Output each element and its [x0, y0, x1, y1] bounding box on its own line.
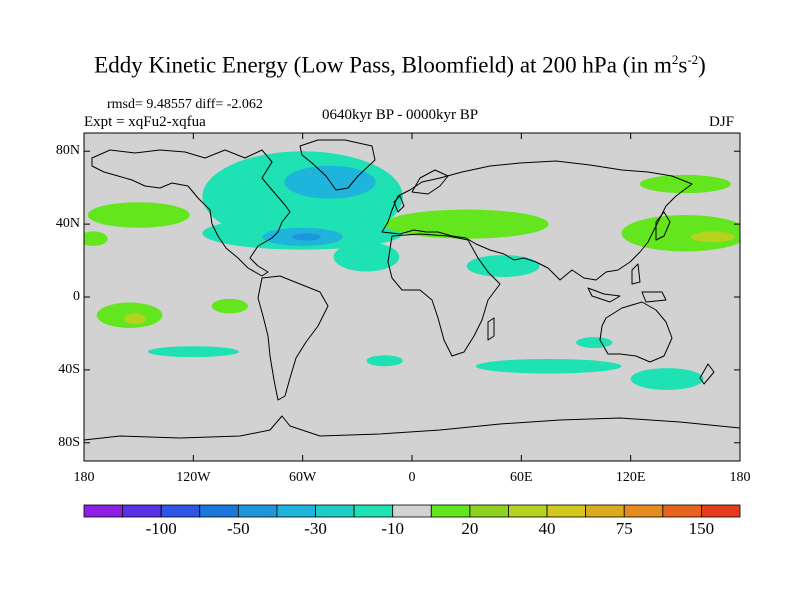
- colorbar-box: [701, 504, 741, 518]
- colorbar-box: [392, 504, 432, 518]
- lon-tick-label: 60W: [289, 470, 317, 485]
- lat-tick-label: 40S: [58, 361, 80, 377]
- lon-tick-label: 180: [73, 470, 95, 485]
- anomaly-mid-atlantic-lobe: [333, 242, 400, 272]
- colorbar-box: [353, 504, 394, 518]
- anomaly-arabia-negative: [466, 255, 540, 277]
- colorbar-box: [276, 504, 316, 518]
- colorbar-box: [315, 504, 355, 518]
- lat-tick-label: 80S: [58, 434, 80, 450]
- lon-tick-label: 120E: [615, 470, 646, 485]
- anomaly-south-atlantic-negative: [366, 355, 403, 367]
- period-label: 0640kyr BP - 0000kyr BP: [322, 107, 479, 123]
- anomaly-sw-pacific-negative: [147, 346, 239, 358]
- lat-tick-label: 40N: [55, 216, 80, 232]
- anomaly-europe-positive: [384, 209, 549, 239]
- colorbar-box: [469, 504, 509, 518]
- anomaly-indian-ocean-negative: [576, 337, 613, 349]
- coastlines: [84, 139, 740, 441]
- anomaly-layer: [84, 151, 740, 390]
- anomaly-nw-pacific-positive: [621, 215, 740, 252]
- anomaly-ne-pacific-positive: [87, 202, 190, 228]
- colorbar-label: -30: [304, 519, 327, 538]
- colorbar-label: 75: [615, 519, 633, 538]
- lon-tick-label: 60E: [510, 470, 533, 485]
- colorbar: [83, 504, 741, 518]
- anomaly-us-jet-center: [291, 233, 321, 241]
- lon-tick-label: 180: [729, 470, 751, 485]
- colorbar-box: [430, 504, 471, 518]
- colorbar-label: -50: [227, 519, 250, 538]
- colorbar-label: 150: [688, 519, 715, 538]
- colorbar-label: -10: [381, 519, 405, 538]
- colorbar-box: [623, 504, 664, 518]
- anomaly-australia-negative: [630, 368, 704, 390]
- lat-tick-label: 0: [73, 289, 80, 304]
- lon-tick-label: 120W: [176, 470, 211, 485]
- colorbar-box: [237, 504, 278, 518]
- axis-ticks: [83, 133, 741, 461]
- lon-tick-label: 0: [408, 470, 416, 485]
- colorbar-box: [662, 504, 702, 518]
- colorbar-box: [585, 504, 625, 518]
- colorbar-label: -100: [145, 519, 177, 538]
- anomaly-dateline-east-positive: [84, 231, 108, 246]
- stats-label: rmsd= 9.48557 diff= -2.062: [107, 97, 263, 112]
- season-label: DJF: [709, 114, 735, 130]
- anomaly-tropical-pacific-core: [124, 313, 146, 325]
- anomaly-nw-pacific-core: [690, 231, 735, 243]
- colorbar-box: [83, 504, 123, 518]
- anomaly-south-indian-negative: [475, 358, 622, 374]
- colorbar-label: 20: [461, 519, 479, 538]
- map-background: [84, 133, 740, 461]
- lat-tick-label: 80N: [55, 143, 80, 159]
- colorbar-box: [508, 504, 548, 518]
- colorbar-label: 40: [538, 519, 556, 538]
- chart-title: Eddy Kinetic Energy (Low Pass, Bloomfiel…: [94, 52, 706, 78]
- anomaly-equatorial-pacific-positive: [211, 298, 248, 314]
- experiment-label: Expt = xqFu2-xqfua: [84, 114, 206, 130]
- colorbar-box: [199, 504, 239, 518]
- colorbar-box: [160, 504, 201, 518]
- colorbar-box: [546, 504, 587, 518]
- colorbar-box: [122, 504, 162, 518]
- anomaly-siberia-positive: [639, 174, 731, 194]
